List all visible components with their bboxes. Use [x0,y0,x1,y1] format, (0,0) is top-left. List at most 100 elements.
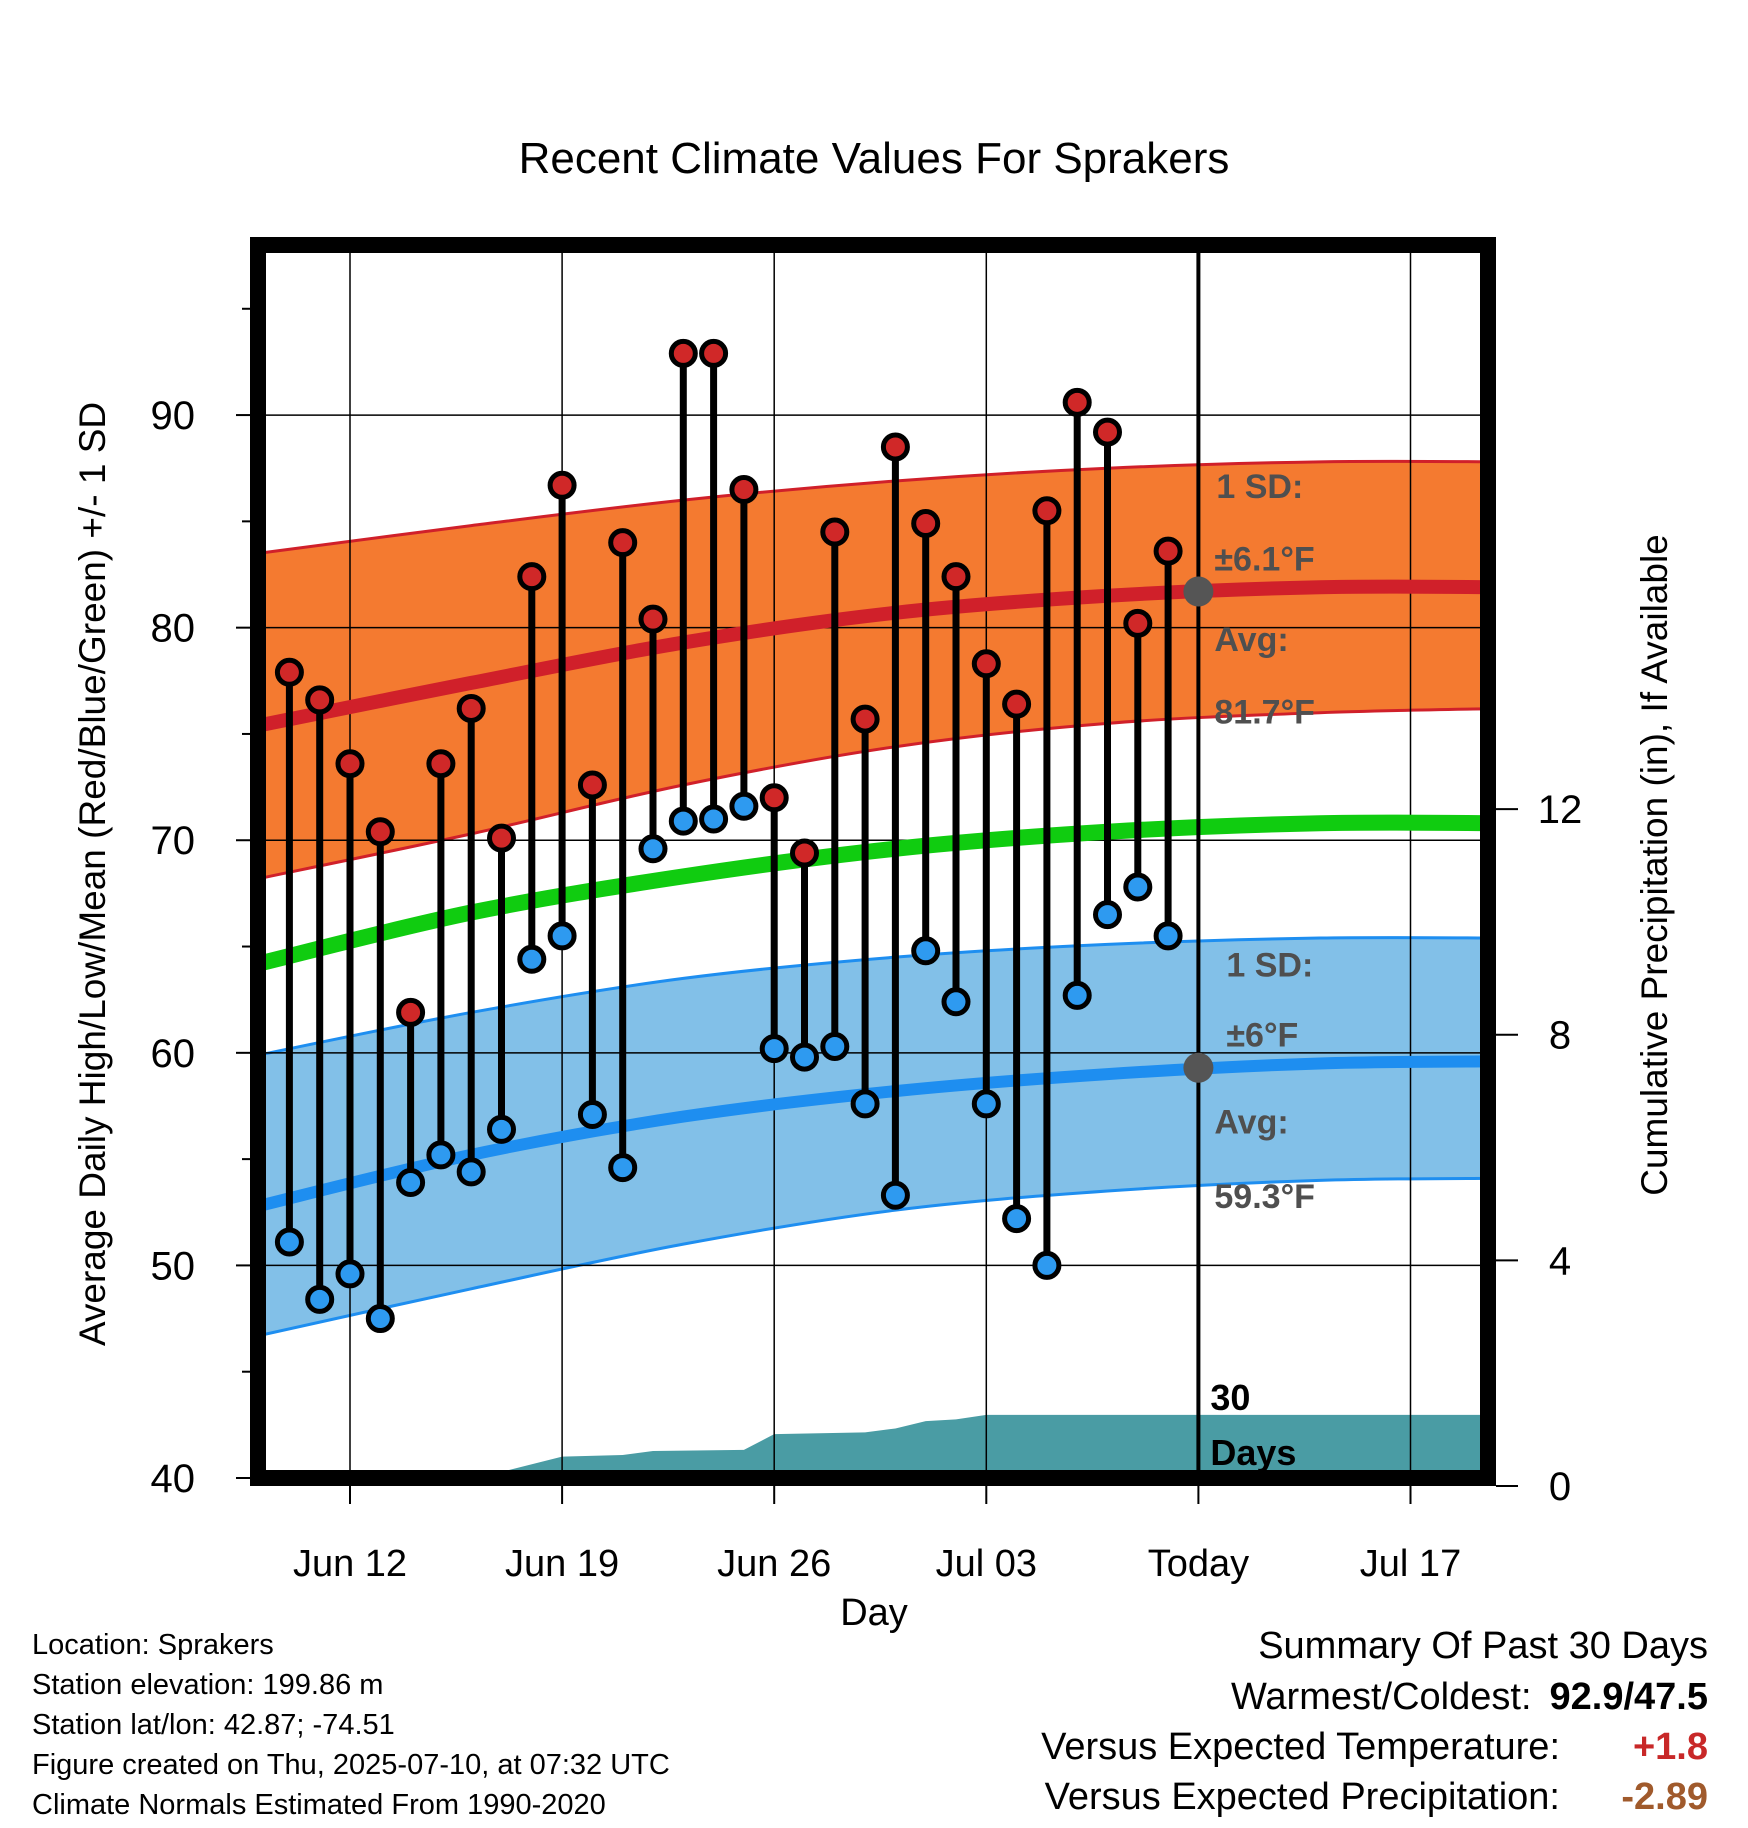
daily-high-point [850,704,880,734]
daily-low-point [941,987,971,1017]
daily-low-point [1032,1250,1062,1280]
summary-warm-cold: Warmest/Coldest: 92.9/47.5 [1041,1672,1708,1722]
precip-value: -2.89 [1621,1776,1708,1818]
plot-contents [258,245,1488,1478]
high-sd-label: 1 SD: [1216,468,1303,506]
daily-low-point [608,1153,638,1183]
daily-high-point [1062,387,1092,417]
temp-value: +1.8 [1632,1726,1708,1768]
y-tick-label-right: 8 [1549,1014,1571,1058]
daily-low-point [911,936,941,966]
summary-precip: Versus Expected Precipitation: -2.89 [1041,1772,1708,1822]
daily-high-point [608,528,638,558]
daily-high-point [699,338,729,368]
daily-low-point [971,1089,1001,1119]
daily-high-point [880,432,910,462]
daily-high-point [1093,417,1122,447]
daily-high-point [971,649,1001,679]
daily-high-point [1032,496,1062,526]
daily-low-point [305,1284,335,1314]
x-tick-label: Jul 17 [1360,1543,1461,1585]
y-tick-label-right: 4 [1549,1239,1571,1283]
high-avg-value: 81.7°F [1214,693,1315,731]
daily-low-point [547,921,577,951]
daily-high-point [759,783,789,813]
summary-title: Summary Of Past 30 Days [1258,1625,1708,1667]
daily-high-point [274,657,304,687]
low-avg-label: Avg: [1214,1104,1288,1142]
daily-high-point [1123,608,1153,638]
daily-high-point [820,517,850,547]
daily-high-point [487,823,516,853]
daily-high-point [911,508,941,538]
daily-high-point [365,817,395,847]
high-avg-today-marker [1183,576,1214,607]
daily-low-point [426,1140,456,1170]
location-text: Location: Sprakers [32,1629,274,1661]
low-sd-label: 1 SD: [1226,946,1313,984]
temp-label: Versus Expected Temperature: [1041,1726,1560,1768]
daily-low-point [1093,900,1122,930]
normals-period-text: Climate Normals Estimated From 1990-2020 [32,1789,606,1821]
daily-low-point [638,834,668,864]
chart-title: Recent Climate Values For Sprakers [519,134,1230,183]
plot-area: 1 SD: ±6.1°F Avg: 81.7°F 1 SD: ±6°F Avg: 59.3°F… [151,237,1583,1585]
y-tick-label-left: 70 [151,819,196,863]
daily-high-point [305,685,335,715]
daily-low-point [1002,1204,1032,1234]
plot-frame [250,237,1496,1486]
daily-low-point [335,1259,365,1289]
daily-low-point [577,1099,607,1129]
daily-low-point [274,1227,304,1257]
x-tick-label: Jun 19 [505,1543,619,1585]
y-tick-label-left: 50 [151,1244,196,1288]
daily-low-point [396,1168,426,1198]
daily-high-point [941,562,971,592]
y-axis-label-right: Cumulative Precipitation (in), If Availa… [1634,534,1675,1196]
daily-high-point [547,470,577,500]
station-info: Location: Sprakers Station elevation: 19… [32,1625,670,1825]
high-avg-label: Avg: [1214,621,1288,659]
latlon-text: Station lat/lon: 42.87; -74.51 [32,1709,395,1741]
x-axis-label: Day [840,1592,908,1634]
warm-cold-value: 92.9/47.5 [1549,1676,1708,1718]
elevation-text: Station elevation: 199.86 m [32,1669,384,1701]
summary-panel: Summary Of Past 30 Days Warmest/Coldest:… [1041,1620,1708,1822]
daily-high-point [577,770,607,800]
daily-low-point [1062,980,1092,1010]
daily-high-point [638,604,668,634]
daily-low-point [1123,872,1153,902]
high-sd-value: ±6.1°F [1214,540,1314,578]
precip-area [395,1414,1488,1478]
y-tick-label-left: 80 [151,607,196,651]
daily-low-point [729,791,759,821]
daily-high-point [790,838,819,868]
created-text: Figure created on Thu, 2025-07-10, at 07… [32,1749,670,1781]
x-tick-label: Jun 12 [293,1543,407,1585]
low-sd-band [258,936,1488,1338]
daily-high-point [1002,689,1032,719]
daily-low-point [850,1089,880,1119]
low-avg-value: 59.3°F [1214,1178,1315,1216]
daily-low-point [699,804,729,834]
daily-low-point [1153,921,1183,951]
daily-low-point [456,1157,486,1187]
daily-low-point [759,1034,789,1064]
daily-low-point [487,1114,516,1144]
low-sd-value: ±6°F [1226,1016,1298,1054]
daily-high-point [335,749,365,779]
days-label-line2: Days [1210,1432,1296,1473]
warm-cold-label: Warmest/Coldest: [1230,1676,1532,1718]
low-avg-today-marker [1183,1052,1214,1083]
x-tick-label: Jul 03 [936,1543,1037,1585]
x-tick-label: Jun 26 [717,1543,831,1585]
daily-high-point [456,693,486,723]
daily-high-point [517,562,547,592]
daily-high-point [1153,536,1183,566]
y-tick-label-left: 40 [151,1457,196,1501]
y-tick-label-right: 12 [1538,788,1583,832]
daily-high-point [668,338,698,368]
daily-low-point [790,1042,819,1072]
daily-low-point [365,1304,395,1334]
